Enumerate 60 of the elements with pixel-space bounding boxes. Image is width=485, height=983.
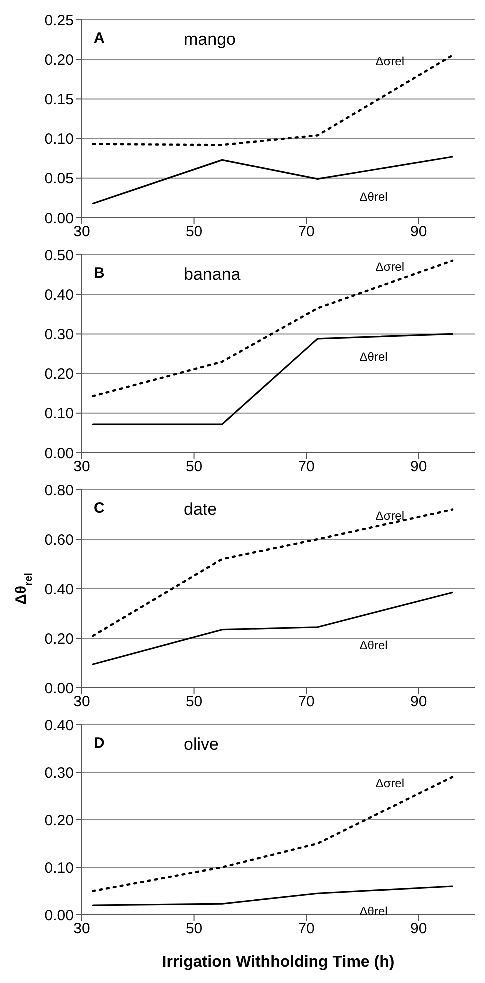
x-tick-label: 70 [298,224,315,241]
y-tick-label: 0.00 [44,680,74,698]
annotation: date [184,500,218,520]
x-tick-label: 50 [186,694,203,711]
x-tick-label: 90 [410,694,428,711]
line-series [92,54,454,146]
x-tick-label: 50 [186,920,203,938]
y-tick-label: 0.25 [44,12,74,30]
x-tick-label: 70 [298,920,315,938]
line-series [92,776,454,892]
y-tick-label: 0.00 [44,445,74,462]
y-tick-label: 0.50 [44,247,74,264]
x-tick-label: 50 [186,224,203,241]
x-tick-label: 90 [410,920,428,938]
x-tick-label: 70 [298,458,315,476]
annotation: olive [184,735,219,755]
y-tick-label: 0.60 [44,532,74,549]
annotation: D [94,735,105,752]
x-tick-label: 70 [298,694,315,711]
annotation: banana [184,265,241,285]
annotation: mango [184,30,236,50]
line-series [92,260,454,398]
y-tick-label: 0.40 [44,717,74,734]
y-tick-label: 0.10 [44,406,74,423]
x-tick-label: 30 [74,920,90,938]
y-tick-label: 0.05 [44,170,74,188]
y-tick-label: 0.20 [44,52,74,69]
y-tick-label: 0.30 [44,326,74,344]
series-label: Δσrel [376,776,405,790]
x-tick-label: 30 [74,224,90,241]
y-tick-label: 0.15 [44,92,74,109]
y-tick-label: 0.40 [44,286,74,304]
series-label: Δθrel [360,638,388,652]
series-label: Δσrel [376,54,405,69]
y-tick-label: 0.10 [44,860,74,877]
x-tick-label: 30 [74,458,90,476]
annotation: B [94,265,105,282]
y-tick-label: 0.00 [44,907,74,924]
annotation: C [94,500,105,517]
series-label: Δθrel [360,190,388,204]
y-tick-label: 0.80 [44,482,74,500]
y-tick-label: 0.40 [44,581,74,598]
line-series [92,592,454,666]
y-tick-label: 0.20 [44,630,74,648]
y-tick-label: 0.30 [44,764,74,782]
line-series [92,156,454,205]
x-tick-label: 90 [410,458,428,476]
x-tick-label: 90 [410,224,428,241]
annotation: A [94,30,105,47]
y-tick-label: 0.10 [44,131,74,148]
x-axis-title: Irrigation Withholding Time (h) [162,954,395,971]
series-label: Δσrel [376,508,405,523]
y-tick-label: 0.00 [44,210,74,228]
y-tick-label: 0.20 [44,812,74,830]
y-tick-label: 0.20 [44,366,74,384]
x-tick-label: 50 [186,458,203,476]
series-label: Δθrel [360,350,388,364]
line-series [92,886,454,906]
series-label: Δσrel [376,260,405,274]
x-tick-label: 30 [74,694,90,711]
